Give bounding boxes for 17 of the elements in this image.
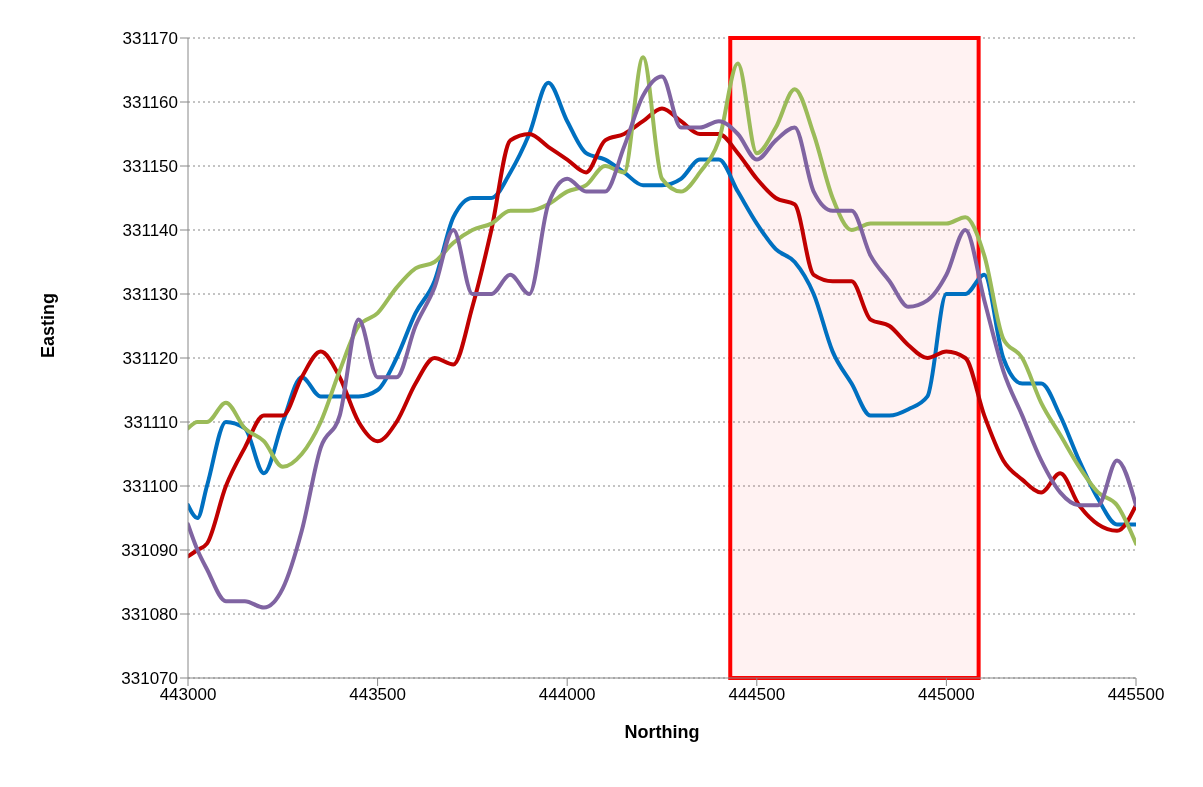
y-tick-label: 331100	[122, 477, 178, 497]
x-axis-title: Northing	[624, 722, 700, 742]
y-tick-label: 331120	[122, 349, 178, 369]
y-tick-label: 331170	[122, 29, 178, 49]
x-tick-label: 445000	[918, 685, 975, 705]
y-tick-label: 331080	[121, 605, 178, 625]
x-tick-label: 445500	[1107, 685, 1165, 705]
y-tick-label: 331160	[122, 93, 178, 113]
x-tick-label: 444500	[728, 685, 786, 705]
y-tick-label: 331110	[123, 413, 178, 433]
y-tick-label: 331130	[122, 285, 178, 305]
y-tick-label: 331090	[121, 541, 178, 561]
y-axis-title: Easting	[38, 292, 59, 358]
x-tick-label: 444000	[538, 685, 596, 705]
y-tick-label: 331150	[122, 157, 178, 177]
x-tick-label: 443500	[349, 685, 406, 705]
y-tick-label: 331140	[122, 221, 178, 241]
